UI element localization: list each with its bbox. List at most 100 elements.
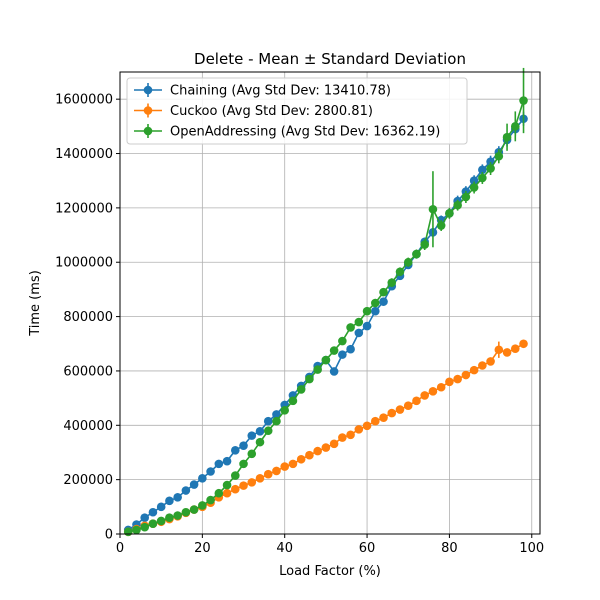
series-line bbox=[127, 118, 525, 531]
data-point bbox=[222, 456, 232, 466]
data-point bbox=[453, 200, 462, 210]
data-point bbox=[239, 459, 248, 469]
y-tick-label: 200000 bbox=[63, 473, 113, 488]
series-1 bbox=[123, 339, 528, 537]
legend-box bbox=[126, 77, 468, 145]
data-point bbox=[362, 321, 372, 331]
x-tick-label: 60 bbox=[359, 541, 376, 556]
x-tick-label: 40 bbox=[276, 541, 293, 556]
data-point bbox=[519, 96, 528, 105]
series-0 bbox=[123, 111, 528, 535]
data-point bbox=[132, 525, 141, 535]
x-tick-label: 80 bbox=[441, 541, 458, 556]
data-point bbox=[420, 391, 430, 400]
legend-label: Cuckoo (Avg Std Dev: 2800.81) bbox=[170, 104, 373, 119]
data-point bbox=[362, 306, 372, 316]
data-point bbox=[486, 164, 495, 173]
data-point bbox=[189, 480, 199, 489]
data-point bbox=[510, 122, 520, 131]
data-point bbox=[403, 257, 413, 267]
data-point bbox=[329, 439, 339, 449]
data-point bbox=[313, 365, 322, 374]
data-point bbox=[469, 183, 479, 192]
data-point bbox=[198, 473, 207, 483]
data-point bbox=[206, 495, 215, 505]
data-point bbox=[247, 431, 257, 440]
data-point bbox=[206, 467, 215, 476]
grid-lines bbox=[119, 72, 540, 535]
data-point bbox=[338, 433, 347, 442]
data-point bbox=[296, 385, 306, 394]
data-point bbox=[305, 374, 314, 384]
series-2 bbox=[123, 67, 528, 537]
data-point bbox=[222, 480, 232, 490]
data-point bbox=[263, 416, 273, 426]
data-point bbox=[247, 449, 257, 459]
data-point bbox=[165, 513, 174, 522]
x-tick-label: 100 bbox=[519, 541, 544, 556]
data-point bbox=[478, 173, 487, 183]
data-point bbox=[140, 522, 150, 532]
data-point bbox=[445, 209, 454, 218]
x-axis: 0 20 40 60 80 100 bbox=[116, 534, 544, 556]
data-point bbox=[428, 204, 438, 214]
data-point bbox=[123, 527, 133, 537]
y-tick-label: 1000000 bbox=[55, 256, 113, 271]
data-point bbox=[288, 459, 298, 469]
data-point bbox=[189, 505, 199, 514]
data-point bbox=[362, 421, 372, 431]
data-point bbox=[329, 367, 339, 376]
legend-label: OpenAddressing (Avg Std Dev: 16362.19) bbox=[170, 125, 440, 140]
legend: Chaining (Avg Std Dev: 13410.78) Cuckoo (… bbox=[126, 77, 468, 145]
data-point bbox=[173, 493, 182, 502]
legend-item: OpenAddressing (Avg Std Dev: 16362.19) bbox=[134, 124, 440, 140]
x-tick-label: 0 bbox=[116, 541, 124, 556]
y-tick-label: 400000 bbox=[63, 419, 113, 434]
data-point bbox=[288, 396, 298, 406]
data-point bbox=[403, 401, 413, 411]
data-point bbox=[478, 165, 487, 175]
data-point bbox=[255, 437, 265, 447]
data-point bbox=[502, 348, 512, 357]
data-point bbox=[461, 370, 471, 380]
series-line bbox=[128, 100, 525, 533]
data-point bbox=[469, 176, 479, 186]
data-point bbox=[346, 323, 355, 332]
data-point bbox=[239, 441, 248, 450]
data-point bbox=[379, 413, 388, 422]
data-point bbox=[370, 416, 380, 426]
y-axis: 0 200000 400000 600000 800000 1000000 1200000 1… bbox=[55, 93, 120, 543]
data-point bbox=[478, 361, 487, 370]
data-point bbox=[230, 484, 240, 494]
data-point bbox=[140, 513, 150, 522]
data-point bbox=[222, 488, 232, 498]
data-point bbox=[387, 408, 397, 418]
y-tick-label: 800000 bbox=[63, 310, 113, 325]
data-point bbox=[296, 454, 306, 464]
y-tick-label: 0 bbox=[105, 528, 113, 543]
data-point bbox=[263, 469, 273, 479]
data-point bbox=[280, 406, 290, 415]
data-point bbox=[214, 459, 224, 469]
y-tick-label: 1200000 bbox=[55, 201, 113, 216]
data-point bbox=[272, 466, 281, 476]
data-point bbox=[370, 306, 380, 316]
data-point bbox=[428, 387, 438, 396]
data-point bbox=[519, 339, 528, 349]
data-point bbox=[510, 344, 520, 353]
data-point bbox=[395, 267, 405, 277]
data-point bbox=[338, 350, 347, 359]
data-point bbox=[148, 507, 158, 517]
data-point bbox=[230, 471, 240, 480]
data-point bbox=[346, 430, 355, 440]
y-tick-label: 1600000 bbox=[55, 93, 113, 108]
data-point bbox=[453, 374, 462, 384]
data-point bbox=[230, 445, 240, 455]
data-point bbox=[173, 511, 182, 520]
data-point bbox=[156, 502, 166, 512]
data-point bbox=[329, 346, 339, 355]
data-point bbox=[255, 426, 265, 436]
data-point bbox=[370, 298, 380, 308]
data-point bbox=[263, 426, 273, 436]
y-tick-label: 600000 bbox=[63, 364, 113, 379]
